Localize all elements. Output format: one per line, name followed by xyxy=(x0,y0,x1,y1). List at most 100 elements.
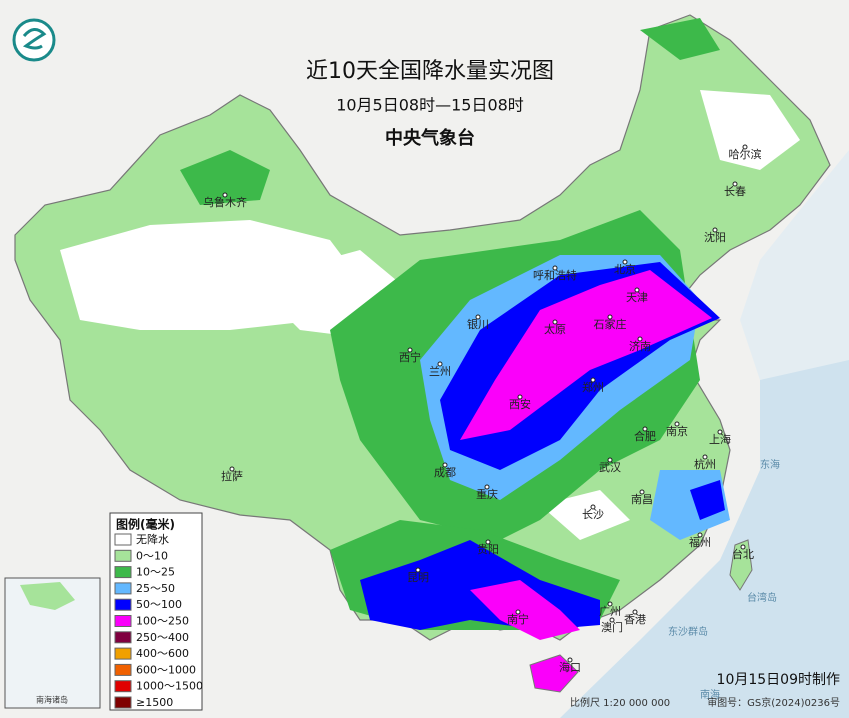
scale: 比例尺 1:20 000 000 xyxy=(570,696,670,709)
city-label: 海口 xyxy=(559,660,581,674)
dry-area xyxy=(700,90,800,170)
city-dot xyxy=(607,457,613,463)
legend-swatch xyxy=(114,598,132,611)
legend-swatch xyxy=(114,696,132,709)
city-dot xyxy=(485,539,491,545)
city-label: 杭州 xyxy=(694,457,716,471)
logo-mark xyxy=(22,28,47,50)
city-dot xyxy=(552,319,558,325)
city-dot xyxy=(590,504,596,510)
legend-label: 10～25 xyxy=(136,566,175,579)
hainan xyxy=(529,654,579,693)
city-dot xyxy=(415,567,421,573)
legend-label: 1000～1500 xyxy=(136,680,203,693)
city-dot xyxy=(484,484,490,490)
city-label: 香港 xyxy=(624,613,646,626)
city-label: 贵阳 xyxy=(477,543,499,556)
city-label: 长沙 xyxy=(582,508,604,521)
sea-label: 东沙群岛 xyxy=(668,625,708,638)
city-label: 沈阳 xyxy=(704,230,726,244)
legend-swatch xyxy=(114,549,132,562)
sea-label: 南海 xyxy=(700,688,720,701)
city-dot xyxy=(475,314,481,320)
legend-swatch xyxy=(114,566,132,579)
rain-100-250 xyxy=(470,580,580,640)
city-dot xyxy=(632,609,638,615)
issued: 10月15日09时制作 xyxy=(717,672,840,688)
legend-label: 400～600 xyxy=(136,647,189,660)
city-dot xyxy=(637,336,643,342)
city-dot xyxy=(590,377,596,383)
city-label: 呼和浩特 xyxy=(533,268,577,282)
city-dot xyxy=(229,466,235,472)
city-dot xyxy=(732,181,738,187)
city-dot xyxy=(567,657,573,663)
city-label: 南昌 xyxy=(631,493,653,506)
city-label: 上海 xyxy=(709,432,731,446)
city-label: 福州 xyxy=(689,535,711,549)
legend-label: 250～400 xyxy=(136,631,189,644)
city-label: 郑州 xyxy=(582,380,604,394)
city-dot xyxy=(674,421,680,427)
sea-label: 台湾岛 xyxy=(747,591,777,604)
legend-title: 图例(毫米) xyxy=(116,517,175,532)
legend-label: 无降水 xyxy=(136,532,169,546)
legend-swatch xyxy=(114,631,132,644)
city-dot xyxy=(442,462,448,468)
city-dot xyxy=(712,227,718,233)
city-label: 北京 xyxy=(614,262,636,276)
city-dot xyxy=(717,429,723,435)
taiwan xyxy=(729,539,753,591)
legend-swatch xyxy=(114,615,132,627)
city-dot xyxy=(552,265,558,271)
city-dot xyxy=(639,489,645,495)
city-dot xyxy=(222,192,228,198)
city-label: 重庆 xyxy=(476,487,498,501)
agency: 中央气象台 xyxy=(385,127,475,149)
legend-label: 50～100 xyxy=(136,598,182,611)
rain-10-25 xyxy=(180,150,270,205)
legend-label: 25～50 xyxy=(136,582,175,595)
city-label: 太原 xyxy=(544,323,566,336)
city-label: 拉萨 xyxy=(221,469,243,483)
city-dot xyxy=(609,617,615,623)
city-label: 天津 xyxy=(626,291,648,304)
legend-swatch xyxy=(114,582,132,595)
city-label: 石家庄 xyxy=(594,317,627,331)
inset-label: 南海诸岛 xyxy=(36,695,68,705)
legend-label: 100～250 xyxy=(136,615,189,628)
rain-100-250 xyxy=(460,270,712,440)
city-dot xyxy=(702,454,708,460)
city-dot xyxy=(515,609,521,615)
city-label: 兰州 xyxy=(429,365,451,378)
city-label: 乌鲁木齐 xyxy=(203,195,247,209)
subtitle: 10月5日08时—15日08时 xyxy=(336,96,524,115)
review-number: 审图号：GS京(2024)0236号 xyxy=(707,696,840,709)
city-label: 西宁 xyxy=(399,350,421,364)
city-dot xyxy=(634,287,640,293)
inset-land xyxy=(20,582,75,610)
city-label: 南京 xyxy=(666,424,688,438)
rain-10-25 xyxy=(640,18,720,60)
city-label: 台北 xyxy=(732,547,754,561)
legend-label: 0～10 xyxy=(136,549,168,562)
city-dot xyxy=(740,544,746,550)
city-label: 广州 xyxy=(599,605,621,618)
title: 近10天全国降水量实况图 xyxy=(306,59,554,84)
city-dot xyxy=(742,144,748,150)
city-label: 澳门 xyxy=(601,620,623,634)
city-dot xyxy=(407,347,413,353)
city-label: 西安 xyxy=(509,397,531,411)
city-label: 南宁 xyxy=(507,612,529,626)
city-dot xyxy=(622,259,628,265)
legend-frame xyxy=(109,512,203,711)
legend-swatch xyxy=(114,680,132,693)
city-label: 哈尔滨 xyxy=(729,147,762,161)
city-label: 合肥 xyxy=(634,429,656,443)
sea xyxy=(560,360,849,718)
city-label: 成都 xyxy=(434,466,456,479)
city-dot xyxy=(642,426,648,432)
dry-area xyxy=(540,490,630,540)
city-label: 昆明 xyxy=(407,571,429,584)
